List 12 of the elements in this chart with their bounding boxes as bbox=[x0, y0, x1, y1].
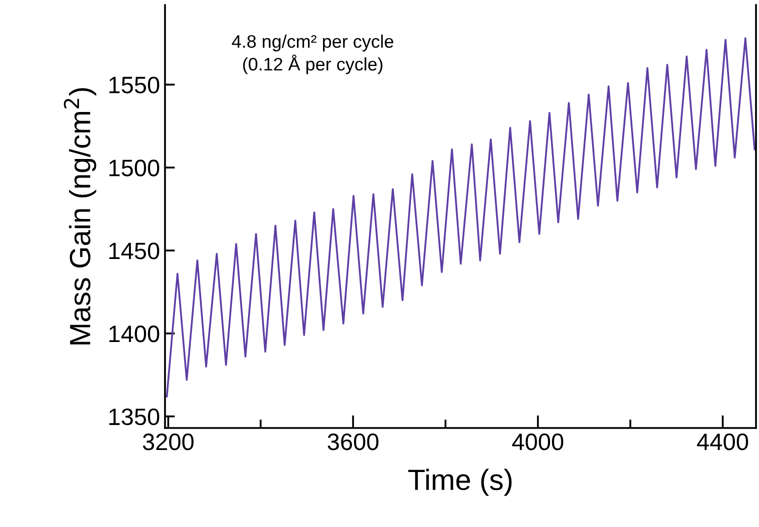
x-tick-label: 3200 bbox=[142, 433, 194, 450]
y-axis-title: Mass Gain (ng/cm$^{2}$) bbox=[64, 88, 96, 344]
x-tick-label: 3600 bbox=[328, 433, 378, 450]
y-tick-label: 1400 bbox=[109, 326, 160, 342]
x-tick-label: 4400 bbox=[697, 433, 748, 450]
y-tick-label: 1500 bbox=[109, 160, 160, 176]
y-tick-label: 1450 bbox=[109, 242, 160, 260]
x-axis-title: Time (s) bbox=[408, 468, 512, 496]
x-tick-label: 4000 bbox=[512, 433, 564, 450]
annotation: 4.8 ng/cm² per cycle (0.12 Å per cycle) bbox=[232, 34, 394, 74]
y-tick-label: 1350 bbox=[109, 408, 160, 426]
y-tick-label: 1550 bbox=[109, 76, 160, 94]
